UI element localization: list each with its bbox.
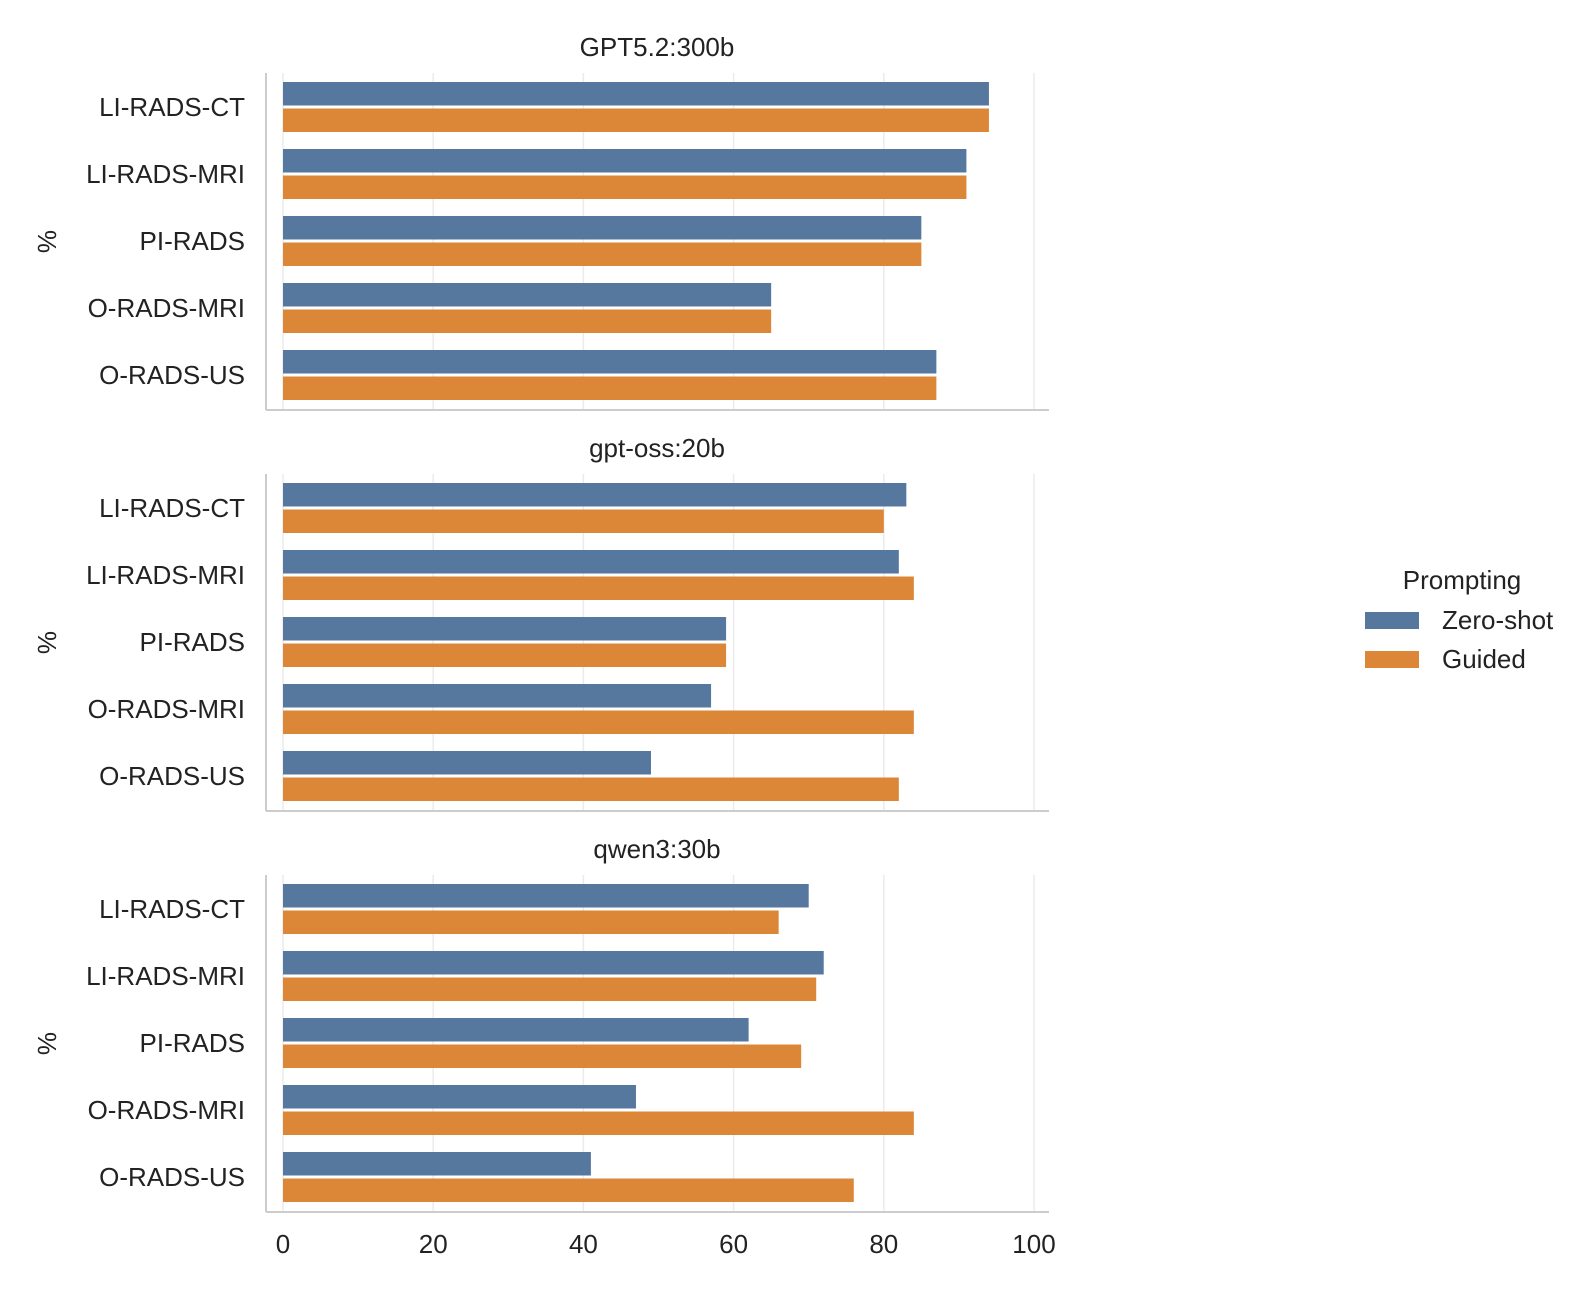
category-tick-label: LI-RADS-MRI [86, 560, 245, 590]
category-tick-label: O-RADS-US [99, 360, 245, 390]
category-tick-label: PI-RADS [140, 226, 245, 256]
bar-guided [283, 1178, 854, 1202]
bar-zero-shot [283, 149, 967, 173]
legend-swatch [1365, 612, 1419, 629]
bar-zero-shot [283, 216, 922, 240]
y-axis-label: % [32, 230, 62, 253]
x-tick-label: 100 [1012, 1229, 1055, 1259]
bar-guided [283, 777, 899, 801]
y-axis-label: % [32, 1032, 62, 1055]
category-tick-label: LI-RADS-MRI [86, 159, 245, 189]
category-tick-label: O-RADS-MRI [88, 1095, 245, 1125]
y-axis-label: % [32, 631, 62, 654]
category-tick-label: O-RADS-MRI [88, 694, 245, 724]
bar-guided [283, 710, 914, 734]
bar-guided [283, 1111, 914, 1135]
category-tick-label: PI-RADS [140, 1028, 245, 1058]
bar-zero-shot [283, 350, 937, 374]
bar-guided [283, 910, 779, 934]
category-tick-label: O-RADS-US [99, 761, 245, 791]
category-tick-label: O-RADS-US [99, 1162, 245, 1192]
bar-zero-shot [283, 283, 772, 307]
bar-zero-shot [283, 1152, 591, 1176]
x-tick-label: 40 [569, 1229, 598, 1259]
category-tick-label: PI-RADS [140, 627, 245, 657]
bar-guided [283, 977, 817, 1001]
bar-zero-shot [283, 684, 712, 708]
panel-title: GPT5.2:300b [580, 32, 735, 62]
bar-zero-shot [283, 617, 727, 641]
legend-title: Prompting [1403, 565, 1522, 595]
category-tick-label: LI-RADS-CT [99, 894, 245, 924]
bar-guided [283, 242, 922, 266]
legend-swatch [1365, 651, 1419, 668]
bar-guided [283, 309, 772, 333]
panel-title: gpt-oss:20b [589, 433, 725, 463]
category-tick-label: LI-RADS-CT [99, 493, 245, 523]
bar-zero-shot [283, 550, 899, 574]
bar-zero-shot [283, 884, 809, 908]
legend-label: Zero-shot [1442, 605, 1554, 635]
bar-zero-shot [283, 951, 824, 975]
bar-guided [283, 1044, 802, 1068]
bar-zero-shot [283, 82, 989, 106]
bar-guided [283, 376, 937, 400]
x-tick-label: 0 [276, 1229, 290, 1259]
category-tick-label: LI-RADS-MRI [86, 961, 245, 991]
bar-guided [283, 175, 967, 199]
bar-guided [283, 576, 914, 600]
x-tick-label: 20 [419, 1229, 448, 1259]
panel-title: qwen3:30b [593, 834, 720, 864]
bar-zero-shot [283, 751, 651, 775]
legend-label: Guided [1442, 644, 1526, 674]
bar-guided [283, 509, 884, 533]
bar-guided [283, 643, 727, 667]
category-tick-label: LI-RADS-CT [99, 92, 245, 122]
category-tick-label: O-RADS-MRI [88, 293, 245, 323]
bar-zero-shot [283, 1018, 749, 1042]
bar-guided [283, 108, 989, 132]
bar-zero-shot [283, 483, 907, 507]
x-tick-label: 60 [719, 1229, 748, 1259]
x-tick-label: 80 [869, 1229, 898, 1259]
bar-zero-shot [283, 1085, 636, 1109]
